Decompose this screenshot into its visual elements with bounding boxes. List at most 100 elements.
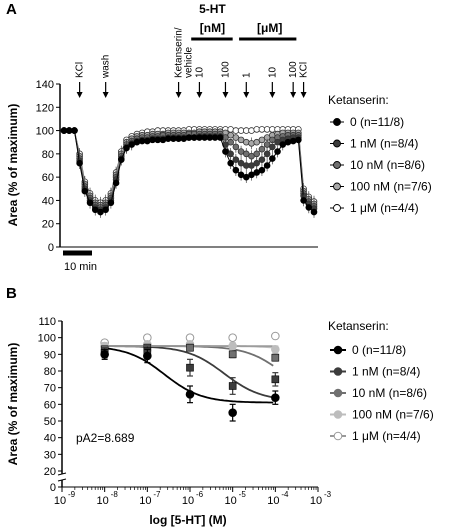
data-point	[232, 166, 240, 174]
x-tick-label: 10	[310, 495, 322, 507]
x-tick-exponent: -8	[111, 490, 119, 499]
annotation-kcl-1: KCl	[75, 62, 86, 78]
arrow-ketanserin-head	[175, 92, 182, 98]
legend-label: 100 nM (n=7/6)	[352, 408, 434, 422]
legend-label: 1 μM (n=4/4)	[352, 429, 421, 443]
data-point	[295, 136, 302, 144]
legend-marker	[333, 345, 343, 355]
data-point	[263, 162, 271, 169]
data-point	[186, 343, 194, 352]
data-point	[253, 159, 261, 167]
arrow-wash-head	[102, 92, 109, 98]
data-point	[185, 390, 195, 399]
legend-marker	[333, 431, 343, 441]
data-point	[271, 331, 280, 341]
panel-a-annotations: KCl wash Ketanserin/ vehicle 5-HT [nM] […	[75, 2, 310, 79]
data-point	[271, 393, 280, 402]
data-point	[232, 156, 240, 163]
data-point	[102, 206, 109, 214]
data-point	[253, 150, 261, 158]
data-point	[143, 351, 152, 361]
scale-bar-label: 10 min	[64, 261, 97, 273]
legend-title: Ketanserin:	[328, 93, 389, 107]
x-tick-label: 10	[97, 495, 109, 507]
legend-marker	[333, 118, 341, 126]
data-point	[228, 341, 237, 351]
data-point	[271, 345, 280, 354]
arrow-dose-1um-head	[243, 92, 250, 98]
arrow-dose-10um-head	[269, 92, 276, 98]
x-tick-exponent: -4	[281, 490, 289, 499]
data-point	[263, 150, 271, 158]
panel-b-legend: Ketanserin: 0 (n=11/8) 1 nM (n=8/4) 10 nM …	[328, 319, 434, 443]
arrow-dose-100nm-head	[222, 92, 229, 98]
x-tick-label: 10	[54, 495, 66, 507]
x-tick-label: 10	[182, 495, 194, 507]
panel-b-data	[100, 331, 280, 422]
data-point	[258, 145, 266, 153]
data-point	[228, 408, 237, 417]
annotation-dose-100um: 100	[288, 61, 299, 78]
y-tick-label: 100	[38, 333, 56, 345]
y-tick-label: 120	[36, 102, 54, 114]
data-point	[222, 148, 229, 155]
legend-marker	[333, 388, 343, 398]
legend-label: 0 (n=11/8)	[350, 115, 404, 129]
arrow-dose-10nm-head	[196, 92, 203, 98]
x-tick-exponent: -6	[196, 490, 204, 499]
y-tick-label: 80	[42, 149, 54, 161]
data-point	[71, 127, 78, 134]
data-point	[100, 350, 109, 359]
annotation-dose-10nm: 10	[194, 66, 205, 78]
x-tick-label: 10	[139, 495, 151, 507]
y-tick-label: 60	[44, 399, 56, 411]
data-point	[271, 353, 280, 362]
legend-marker	[333, 139, 341, 148]
y-tick-label: 60	[42, 172, 54, 184]
data-point	[271, 375, 280, 384]
y-tick-label: 0	[48, 242, 54, 254]
legend-label: 10 nM (n=8/6)	[352, 386, 427, 400]
x-tick-exponent: -9	[68, 490, 76, 499]
y-tick-label: 80	[44, 366, 56, 378]
annotation-wash: wash	[101, 55, 112, 79]
y-tick-label: 20	[42, 219, 54, 231]
data-point	[232, 143, 240, 151]
annotation-dose-100nm: 100	[220, 61, 231, 78]
data-point	[117, 156, 125, 163]
data-point	[269, 143, 276, 151]
y-tick-label: 20	[44, 466, 56, 478]
panel-b-y-axis-label: Area (% of maximum)	[6, 343, 20, 466]
panel-b-x-axis-label: log [5-HT] (M)	[149, 513, 226, 527]
legend-marker	[333, 410, 343, 419]
panel-b-axes: 2030405060708090100110010-910-810-710-61…	[38, 316, 332, 507]
data-point	[258, 166, 266, 174]
annotation-nm-unit: [nM]	[200, 21, 225, 35]
data-point	[216, 134, 224, 141]
data-point	[112, 179, 120, 187]
y-tick-label: 110	[38, 316, 56, 328]
data-point	[228, 333, 237, 342]
legend-label: 1 μM (n=4/4)	[350, 201, 419, 215]
panel-a-y-axis-label: Area (% of maximum)	[6, 104, 20, 227]
y-tick-label: 40	[44, 433, 56, 445]
data-point	[274, 148, 281, 155]
arrow-dose-100um-head	[290, 92, 297, 98]
data-point	[227, 159, 234, 167]
arrow-kcl-2-head	[300, 92, 307, 98]
data-point	[107, 199, 115, 207]
annotation-kcl-2: KCl	[299, 62, 310, 78]
data-point	[186, 363, 194, 372]
panel-a-chart: 0 20 40 60 80 100 120 140 KCl wash Ketanserin/ …	[6, 2, 432, 273]
axis-break-mark	[57, 472, 67, 476]
panel-letter-b: B	[6, 285, 17, 302]
legend-label: 0 (n=11/8)	[352, 343, 406, 357]
data-point	[305, 204, 313, 211]
y-tick-label: 70	[44, 383, 56, 395]
panel-a-axes: 0 20 40 60 80 100 120 140	[36, 37, 318, 256]
annotation-um-unit: [μM]	[257, 21, 282, 35]
legend-marker	[333, 182, 341, 191]
data-point	[123, 144, 130, 152]
data-point	[76, 159, 83, 167]
